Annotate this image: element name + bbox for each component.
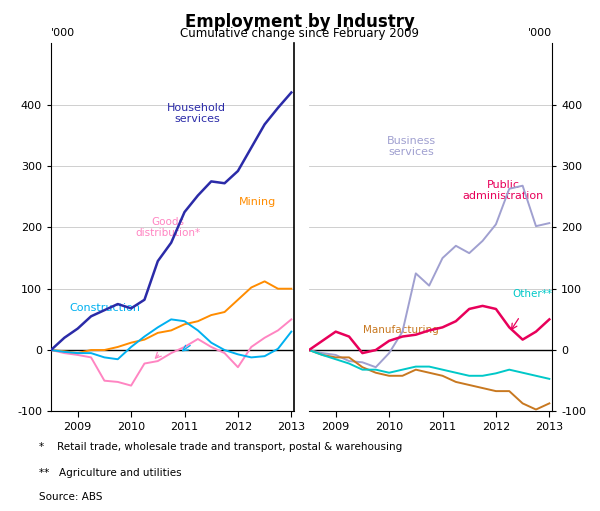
Text: '000: '000 xyxy=(528,28,552,38)
Text: Mining: Mining xyxy=(239,197,276,206)
Text: Employment by Industry: Employment by Industry xyxy=(185,13,415,31)
Text: Goods
distribution*: Goods distribution* xyxy=(135,217,200,238)
Text: *    Retail trade, wholesale trade and transport, postal & warehousing: * Retail trade, wholesale trade and tran… xyxy=(39,442,402,452)
Text: Household
services: Household services xyxy=(167,103,226,124)
Text: '000: '000 xyxy=(51,28,75,38)
Text: Public
administration: Public administration xyxy=(463,180,544,201)
Text: Construction: Construction xyxy=(69,304,140,313)
Text: Cumulative change since February 2009: Cumulative change since February 2009 xyxy=(181,27,419,39)
Text: Business
services: Business services xyxy=(386,135,436,157)
Text: Source: ABS: Source: ABS xyxy=(39,492,103,502)
Text: Manufacturing: Manufacturing xyxy=(364,326,439,335)
Text: **   Agriculture and utilities: ** Agriculture and utilities xyxy=(39,468,182,478)
Text: Other**: Other** xyxy=(512,289,553,298)
